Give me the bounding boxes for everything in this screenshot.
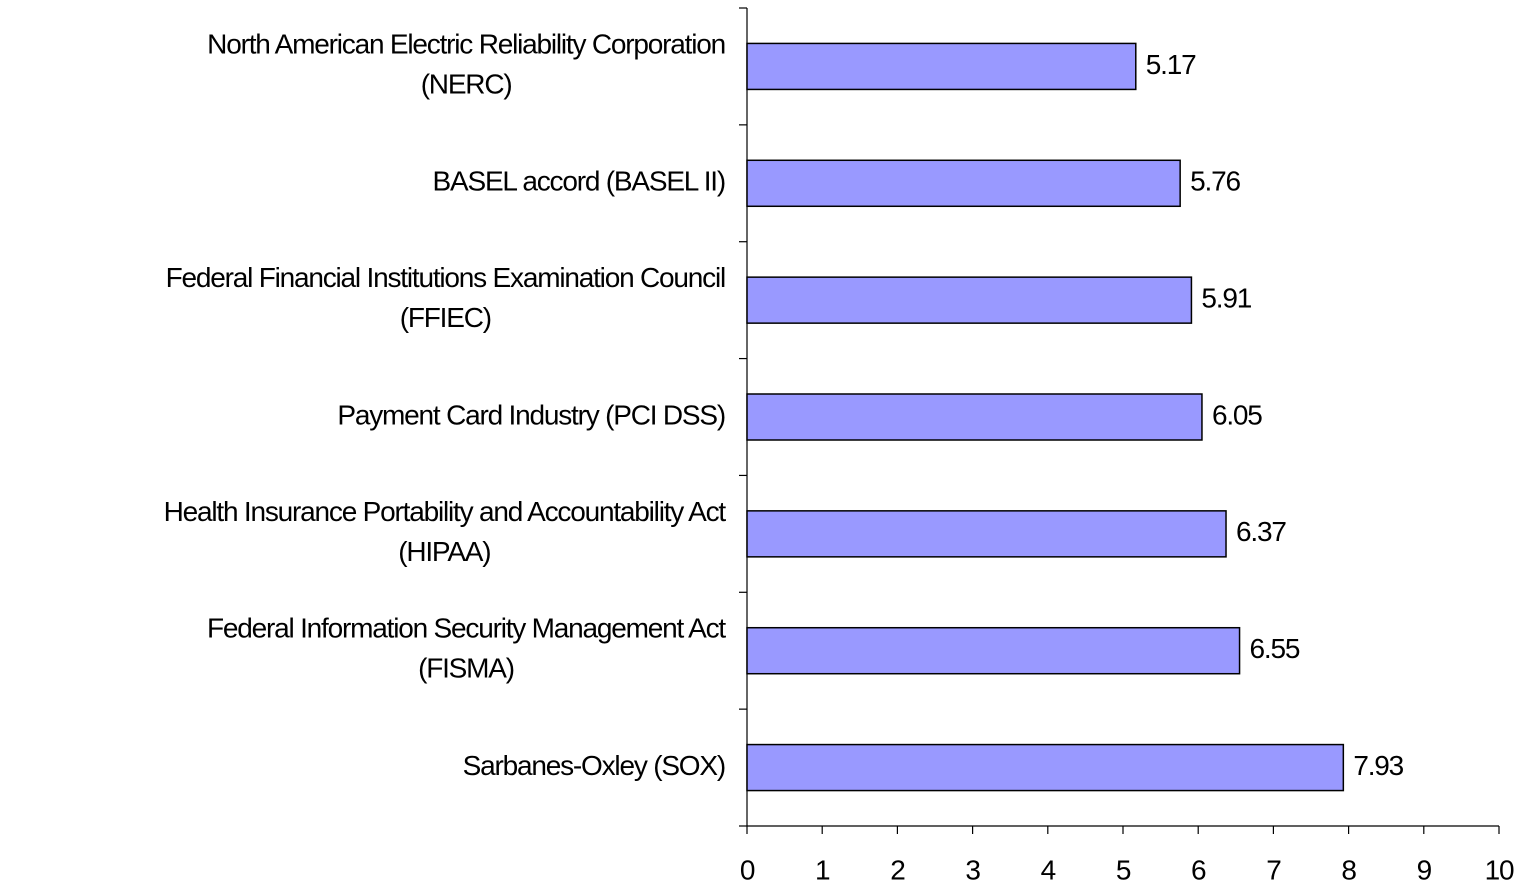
x-tick-label: 6 bbox=[1191, 854, 1206, 885]
category-label: Federal Information Security Management … bbox=[207, 613, 726, 684]
bar bbox=[746, 626, 1241, 675]
category-label: Health Insurance Portability and Account… bbox=[164, 496, 727, 567]
value-label: 7.93 bbox=[1353, 750, 1403, 781]
category-label-line: North American Electric Reliability Corp… bbox=[207, 29, 725, 60]
bar bbox=[746, 393, 1203, 441]
x-tick-label: 1 bbox=[815, 854, 830, 885]
x-tick-label: 7 bbox=[1266, 854, 1281, 885]
category-label-line: Health Insurance Portability and Account… bbox=[164, 496, 727, 527]
value-label: 5.91 bbox=[1201, 283, 1251, 314]
category-label: BASEL accord (BASEL II) bbox=[433, 166, 725, 197]
category-label-line: (NERC) bbox=[421, 69, 512, 100]
x-tick-label: 9 bbox=[1417, 854, 1432, 885]
category-label-line: Federal Financial Institutions Examinati… bbox=[166, 263, 725, 294]
x-tick-label: 3 bbox=[965, 854, 980, 885]
x-tick-label: 5 bbox=[1116, 854, 1131, 885]
x-tick-label: 2 bbox=[890, 854, 905, 885]
category-label: Federal Financial Institutions Examinati… bbox=[166, 263, 725, 334]
x-tick-label: 8 bbox=[1341, 854, 1356, 885]
category-label: Payment Card Industry (PCI DSS) bbox=[337, 399, 725, 430]
value-label: 6.55 bbox=[1250, 633, 1300, 664]
bar bbox=[746, 159, 1181, 208]
category-label-line: Federal Information Security Management … bbox=[207, 613, 726, 644]
category-label: North American Electric Reliability Corp… bbox=[207, 29, 725, 100]
x-tick-label: 10 bbox=[1485, 854, 1514, 885]
value-label: 6.05 bbox=[1212, 399, 1262, 430]
category-label-line: (FFIEC) bbox=[400, 303, 491, 334]
value-label: 6.37 bbox=[1236, 516, 1286, 547]
category-label: Sarbanes-Oxley (SOX) bbox=[463, 750, 725, 781]
bar bbox=[746, 42, 1137, 91]
bar bbox=[746, 510, 1227, 558]
value-label: 5.76 bbox=[1190, 166, 1240, 197]
x-tick-label: 0 bbox=[740, 854, 755, 885]
bar bbox=[746, 743, 1345, 792]
value-label: 5.17 bbox=[1146, 49, 1196, 80]
bar bbox=[746, 276, 1193, 324]
category-label-line: (FISMA) bbox=[418, 653, 514, 684]
category-label-line: (HIPAA) bbox=[398, 536, 490, 567]
x-tick-label: 4 bbox=[1041, 854, 1056, 885]
